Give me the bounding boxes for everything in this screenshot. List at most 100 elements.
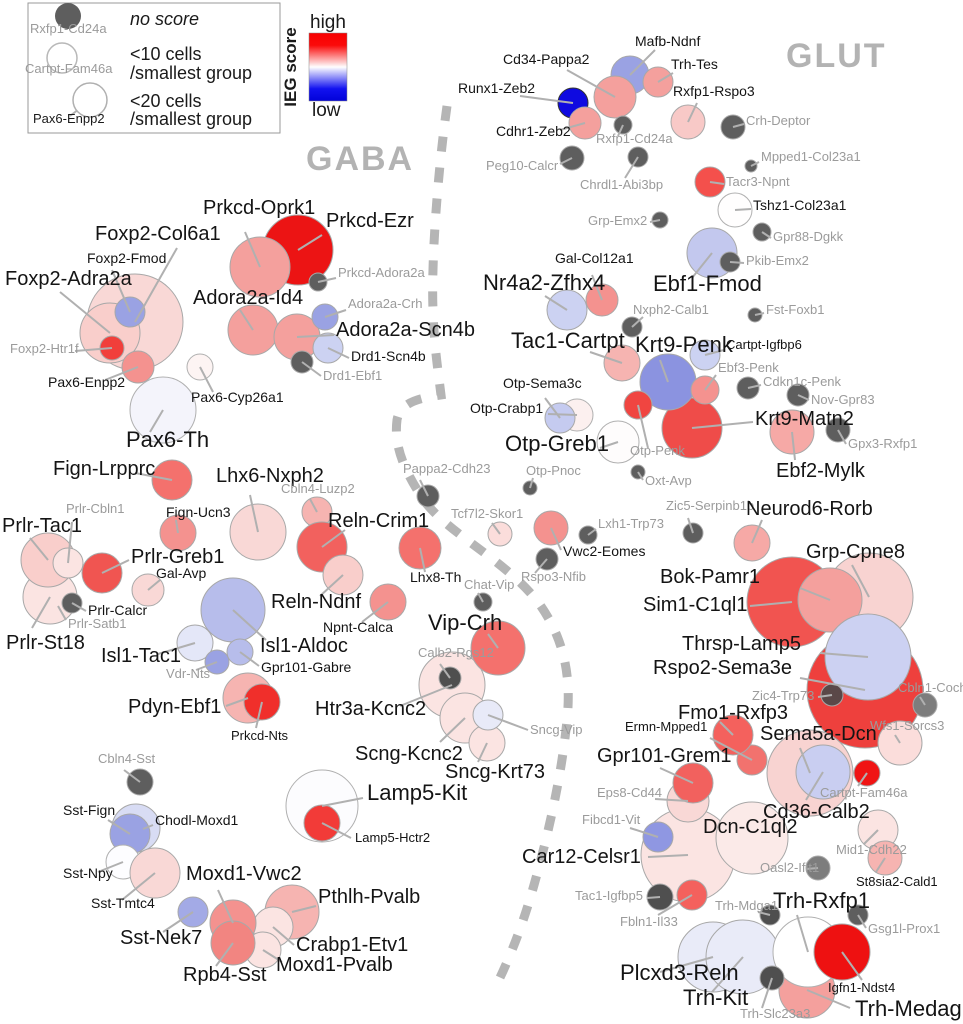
leader-line	[67, 521, 73, 564]
cluster-label-Reln-Ndnf: Reln-Ndnf	[271, 591, 361, 613]
colorbar-high-label: high	[310, 12, 346, 33]
leader-line	[796, 914, 809, 953]
legend: Rxfp1-Cd24a Cartpt-Fam46a Pax6-Enpp2 no …	[25, 2, 281, 134]
leader-line	[709, 181, 725, 185]
leader-line	[439, 717, 466, 743]
leader-line	[734, 208, 752, 211]
leader-line	[837, 429, 847, 445]
legend-item-label: Pax6-Enpp2	[33, 111, 105, 126]
cluster-label-Prlr-Satb1: Prlr-Satb1	[68, 616, 127, 631]
cluster-label-Oxt-Avp: Oxt-Avp	[645, 473, 692, 488]
cluster-label-Foxp2-Fmod: Foxp2-Fmod	[87, 250, 166, 266]
leader-line	[637, 404, 649, 449]
leader-line	[217, 889, 234, 924]
cluster-label-Tac1-Cartpt: Tac1-Cartpt	[511, 328, 625, 353]
cluster-label-Pappa2-Cdh23: Pappa2-Cdh23	[403, 461, 490, 476]
cluster-label-Mid1-Cdh22: Mid1-Cdh22	[836, 842, 907, 857]
cluster-label-Runx1-Zeb2: Runx1-Zeb2	[458, 80, 535, 96]
cluster-label-Pax6-Th: Pax6-Th	[126, 427, 209, 452]
cluster-label-Gpr101-Grem1: Gpr101-Grem1	[597, 745, 732, 767]
leader-line	[631, 316, 644, 328]
cluster-label-Grp-Emx2: Grp-Emx2	[588, 213, 647, 228]
leader-line-layer	[29, 49, 926, 1009]
legend-desc-noscore: no score	[130, 9, 199, 29]
leader-line	[419, 479, 429, 497]
cluster-label-Plcxd3-Reln: Plcxd3-Reln	[620, 960, 739, 985]
leader-line	[646, 896, 661, 899]
cluster-label-Cd34-Pappa2: Cd34-Pappa2	[503, 51, 590, 67]
leader-line	[757, 911, 771, 916]
cluster-label-Ebf1-Fmod: Ebf1-Fmod	[653, 271, 762, 296]
leader-line	[799, 677, 866, 691]
leader-line	[142, 824, 154, 830]
cluster-label-Gpx3-Rxfp1: Gpx3-Rxfp1	[848, 436, 917, 451]
cluster-label-Pdyn-Ebf1: Pdyn-Ebf1	[128, 696, 221, 718]
leader-line	[624, 156, 639, 179]
cluster-label-Fbln1-Il33: Fbln1-Il33	[620, 914, 678, 929]
cluster-label-Trh-Tes: Trh-Tes	[671, 56, 718, 72]
leader-line	[857, 772, 868, 787]
cluster-label-Nov-Gpr83: Nov-Gpr83	[811, 392, 875, 407]
cluster-label-Krt9-Penk: Krt9-Penk	[635, 332, 734, 357]
legend-desc-lt20-2: /smallest group	[130, 109, 252, 129]
cluster-label-Sncg-Krt73: Sncg-Krt73	[445, 761, 545, 783]
cluster-label-Nxph2-Calb1: Nxph2-Calb1	[633, 302, 709, 317]
leader-line	[199, 366, 214, 393]
leader-line	[637, 471, 644, 481]
leader-line	[255, 701, 263, 729]
cluster-label-Lamp5-Hctr2: Lamp5-Hctr2	[355, 830, 430, 845]
leader-line	[791, 431, 796, 461]
leader-line	[711, 956, 744, 993]
leader-line	[629, 827, 659, 838]
leader-line	[272, 926, 295, 946]
leader-line	[750, 161, 760, 167]
leader-line	[819, 652, 869, 658]
leader-line	[487, 633, 499, 649]
leader-line	[321, 529, 346, 548]
cluster-label-Foxp2-Col6a1: Foxp2-Col6a1	[95, 223, 221, 245]
cluster-label-Htr3a-Kcnc2: Htr3a-Kcnc2	[315, 698, 426, 720]
leader-line	[719, 721, 734, 736]
leader-line	[297, 234, 323, 251]
cluster-label-Rspo2-Sema3e: Rspo2-Sema3e	[653, 657, 792, 679]
cluster-label-Prkcd-Nts: Prkcd-Nts	[231, 728, 289, 743]
cluster-label-Prlr-Cbln1: Prlr-Cbln1	[66, 501, 125, 516]
cluster-label-Drd1-Ebf1: Drd1-Ebf1	[323, 368, 382, 383]
leader-line	[321, 797, 364, 807]
leader-line	[149, 409, 164, 433]
cluster-label-Crabp1-Etv1: Crabp1-Etv1	[296, 934, 408, 956]
leader-line	[111, 269, 131, 313]
no-score-dot-icon	[55, 3, 81, 29]
cluster-label-Reln-Crim1: Reln-Crim1	[328, 510, 429, 532]
cluster-label-Otp-Crabp1: Otp-Crabp1	[470, 400, 543, 416]
cluster-label-Isl1-Tac1: Isl1-Tac1	[101, 645, 181, 667]
leader-line	[319, 574, 344, 597]
leader-line	[327, 347, 350, 359]
leader-line	[559, 157, 573, 165]
cluster-label-Foxp2-Adra2a: Foxp2-Adra2a	[5, 268, 133, 290]
leader-line	[799, 747, 811, 774]
leader-line	[691, 421, 754, 429]
leader-line	[104, 366, 139, 381]
cluster-label-Sema5a-Dcn: Sema5a-Dcn	[760, 723, 877, 745]
cluster-label-Chrdl1-Abi3bp: Chrdl1-Abi3bp	[580, 177, 663, 192]
cluster-label-Vwc2-Eomes: Vwc2-Eomes	[563, 543, 645, 559]
leader-line	[399, 684, 453, 707]
cluster-label-Tacr3-Npnt: Tacr3-Npnt	[726, 174, 790, 189]
cluster-label-Gal-Avp: Gal-Avp	[156, 565, 207, 581]
cluster-label-Krt9-Matn2: Krt9-Matn2	[755, 408, 854, 430]
colorbar-gradient	[308, 32, 348, 102]
cluster-label-Gsg1l-Prox1: Gsg1l-Prox1	[868, 921, 940, 936]
leader-line	[534, 558, 548, 574]
leader-line	[761, 977, 773, 1009]
cluster-label-Chat-Vip: Chat-Vip	[464, 577, 514, 592]
region-label-gaba: GABA	[306, 140, 414, 178]
leader-line	[239, 309, 254, 331]
leader-line	[291, 905, 317, 913]
leader-line	[121, 872, 156, 901]
cluster-label-Pkib-Emx2: Pkib-Emx2	[746, 253, 809, 268]
cluster-label-Tshz1-Col23a1: Tshz1-Col23a1	[753, 197, 847, 213]
leader-line	[134, 472, 173, 481]
leader-line	[31, 596, 51, 629]
cluster-label-Fibcd1-Vit: Fibcd1-Vit	[582, 812, 641, 827]
